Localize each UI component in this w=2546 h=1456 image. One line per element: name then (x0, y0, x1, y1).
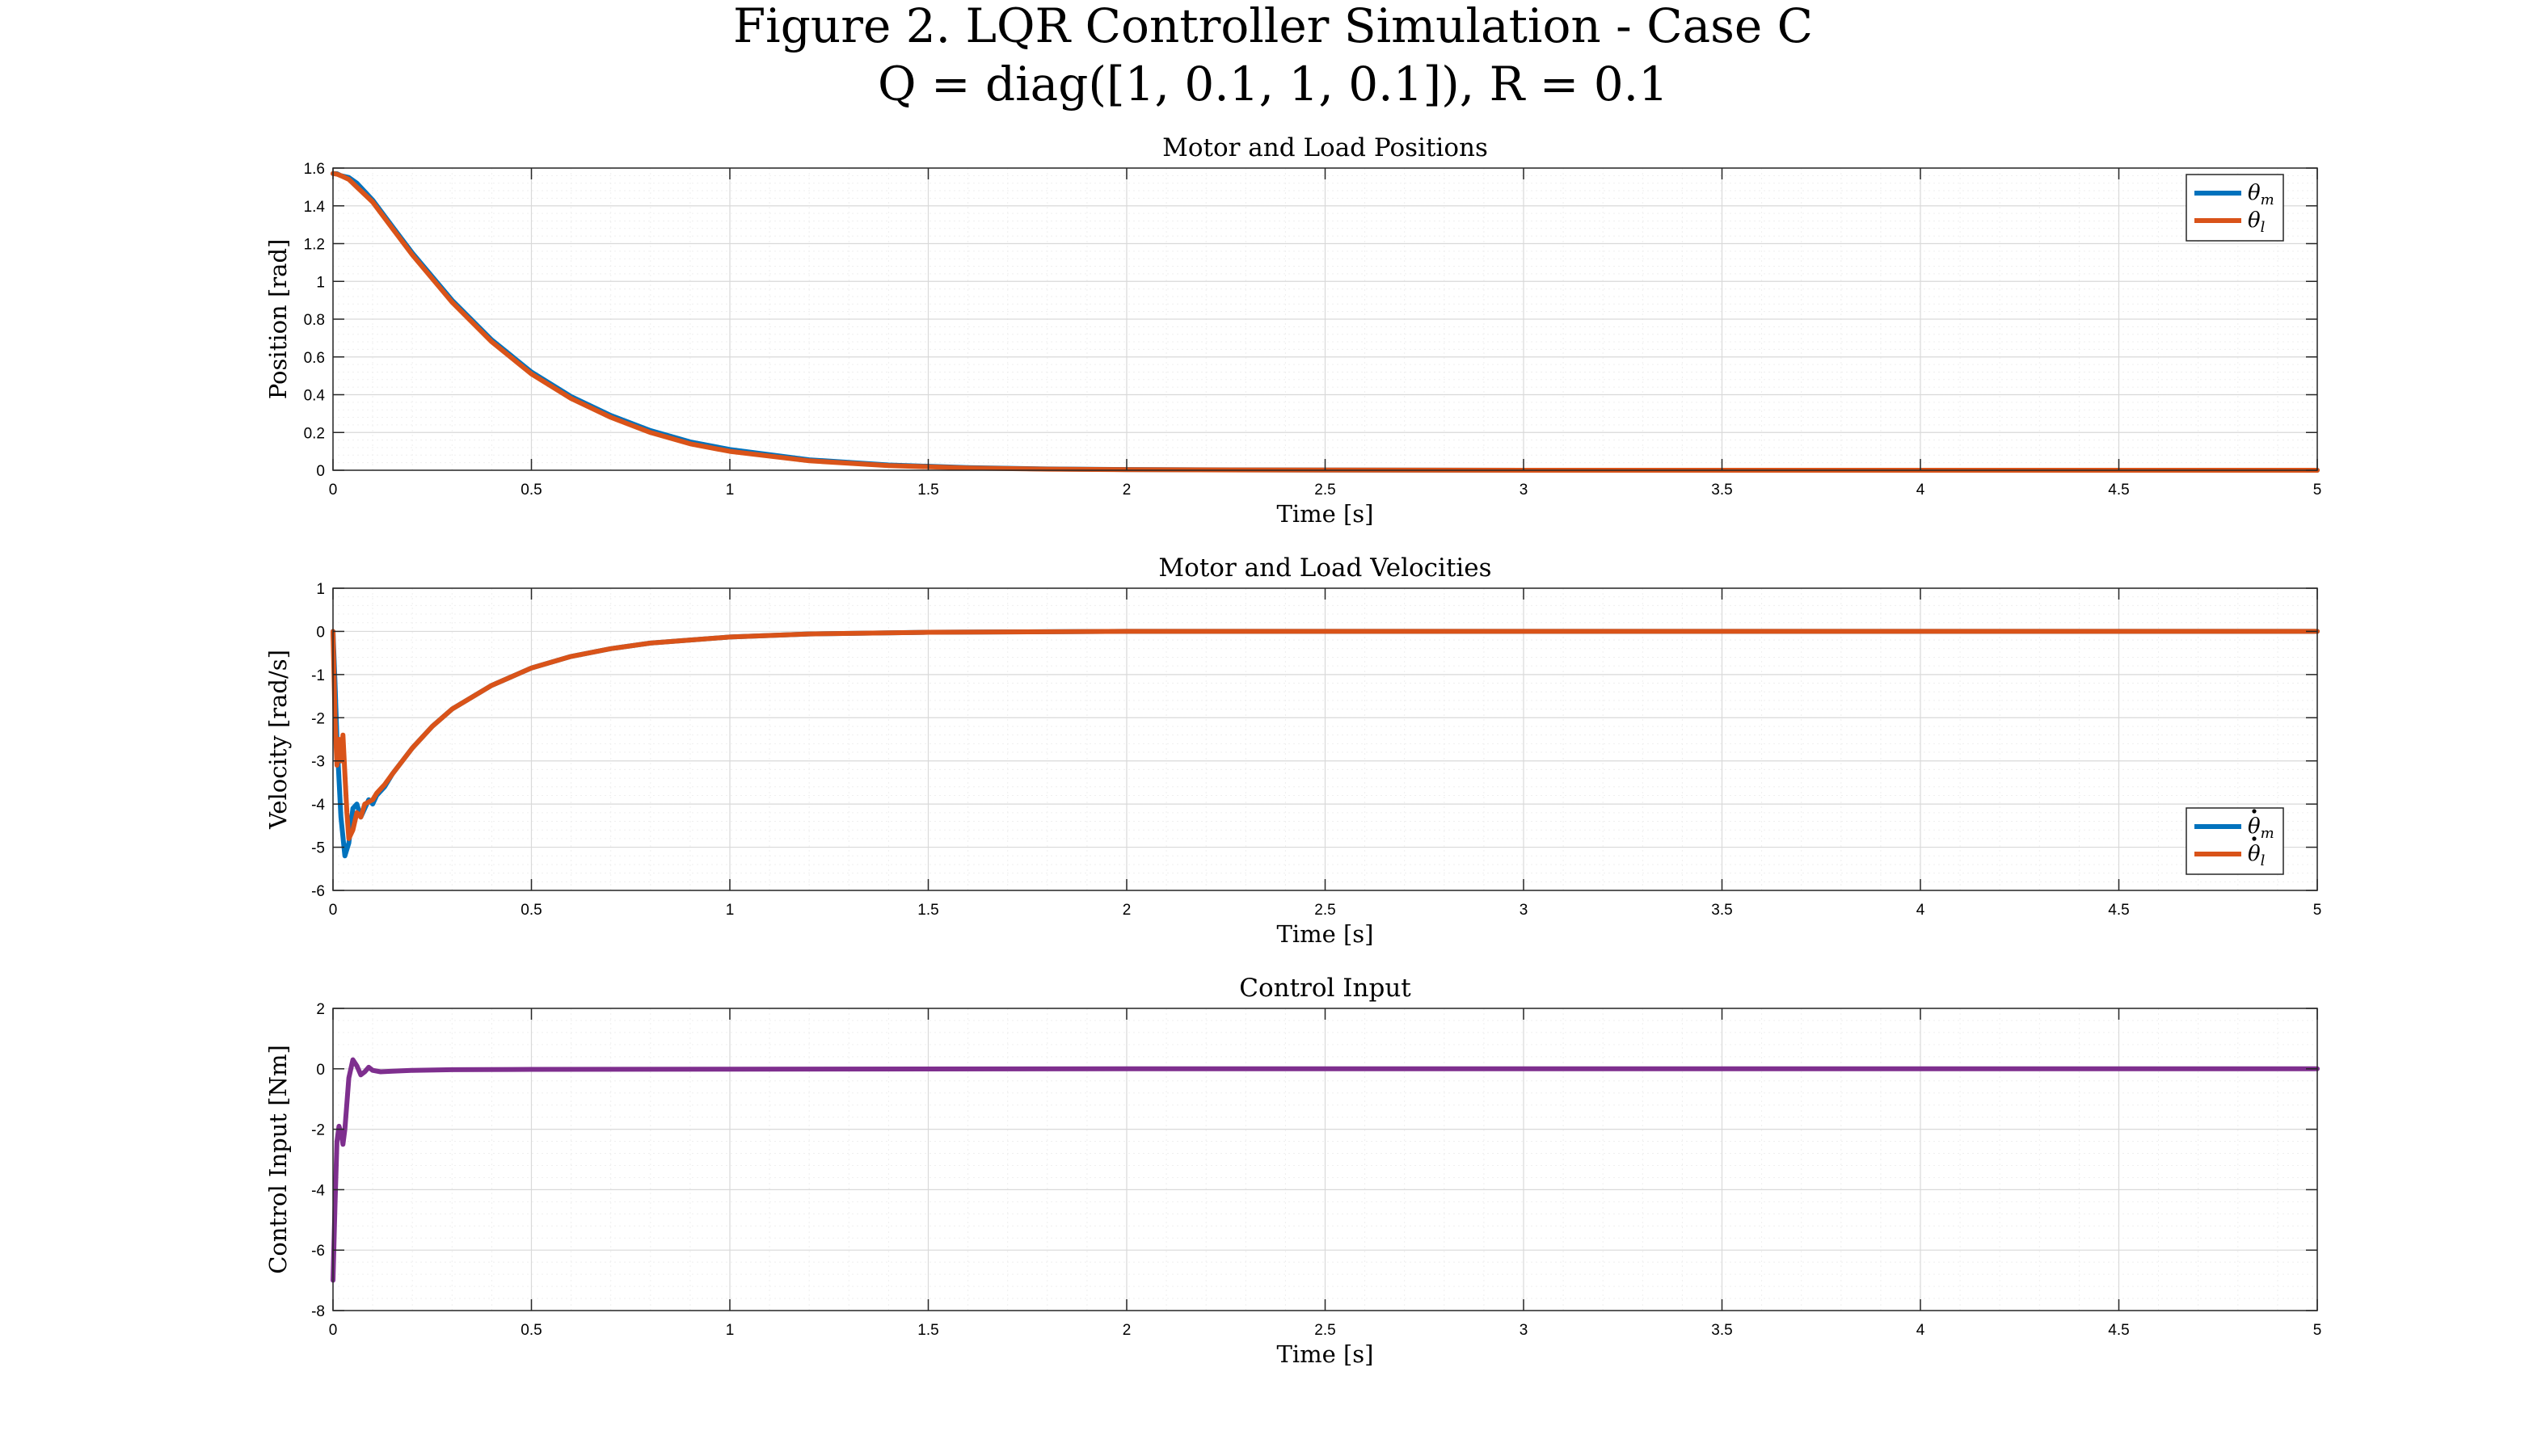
y-tick-label: -4 (311, 797, 325, 814)
x-tick-label: 2.5 (1314, 902, 1335, 919)
y-tick-label: 1 (316, 581, 325, 598)
x-tick-label: 1.5 (917, 1322, 938, 1339)
x-tick-label: 4.5 (2108, 1322, 2129, 1339)
major-grid (332, 1008, 2318, 1311)
figure-title-line2: Q = diag([1, 0.1, 1, 0.1]), R = 0.1 (878, 57, 1668, 112)
y-tick-label: -2 (311, 710, 325, 727)
y-tick-label: -8 (311, 1303, 325, 1320)
subplot-3: 0 0.5 1 1.5 2 2.5 3 3.5 4 4.5 5 -8 -6 -4 -2 0 2 Control I… (264, 974, 2321, 1368)
x-tick-label: 4 (1916, 482, 1925, 499)
minor-grid (333, 1008, 2317, 1311)
x-tick-label: 0 (329, 482, 338, 499)
y-tick-label: 1.2 (304, 237, 325, 254)
x-tick-label: 4 (1916, 1322, 1925, 1339)
x-tick-label: 5 (2313, 1322, 2322, 1339)
x-tick-label: 3.5 (1711, 1322, 1732, 1339)
legend-entry-2: θl (2248, 208, 2266, 236)
y-tick-label: 2 (316, 1001, 325, 1018)
x-tick-label: 5 (2313, 482, 2322, 499)
x-tick-label: 0 (329, 902, 338, 919)
y-tick-label: -6 (311, 1243, 325, 1260)
x-tick-label: 1 (726, 482, 735, 499)
x-tick-label: 2 (1123, 902, 1132, 919)
x-tick-label: 3.5 (1711, 482, 1732, 499)
y-tick-label: 1.6 (304, 161, 325, 178)
x-tick-label: 4.5 (2108, 902, 2129, 919)
minor-grid (333, 588, 2317, 890)
x-tick-label: 2.5 (1314, 482, 1335, 499)
x-tick-label: 1 (726, 902, 735, 919)
x-tick-label: 0.5 (521, 482, 542, 499)
y-tick-label: -1 (311, 667, 325, 684)
subplot-title: Motor and Load Velocities (1158, 553, 1491, 583)
series-line-1 (331, 1057, 2320, 1283)
x-tick-label: 2.5 (1314, 1322, 1335, 1339)
x-tick-label: 1.5 (917, 902, 938, 919)
subplot-title: Control Input (1239, 974, 1411, 1003)
x-tick-label: 3.5 (1711, 902, 1732, 919)
x-tick-label: 0.5 (521, 902, 542, 919)
y-tick-label: -2 (311, 1122, 325, 1139)
y-tick-label: 1.4 (304, 199, 326, 216)
x-tick-label: 4.5 (2108, 482, 2129, 499)
y-tick-label: 0.6 (304, 350, 325, 367)
x-tick-label: 2 (1123, 482, 1132, 499)
y-axis-label: Velocity [rad/s] (264, 650, 292, 830)
legend-box (2186, 807, 2284, 875)
x-tick-label: 3 (1520, 1322, 1528, 1339)
subplot-title: Motor and Load Positions (1162, 133, 1488, 162)
x-tick-label: 3 (1520, 482, 1528, 499)
y-tick-label: -6 (311, 883, 325, 900)
y-tick-label: 0.2 (304, 425, 325, 442)
y-axis-label: Position [rad] (264, 239, 292, 400)
y-tick-label: 0 (316, 463, 325, 480)
figure-title-line1: Figure 2. LQR Controller Simulation - Ca… (733, 0, 1813, 53)
x-tick-label: 0 (329, 1322, 338, 1339)
x-tick-label: 4 (1916, 902, 1925, 919)
legend-entry-2: θl (2248, 842, 2266, 869)
y-tick-label: -5 (311, 840, 325, 857)
legend-entry-1: θm (2248, 814, 2274, 842)
x-tick-label: 1 (726, 1322, 735, 1339)
x-tick-label: 1.5 (917, 482, 938, 499)
subplot-2: 0 0.5 1 1.5 2 2.5 3 3.5 4 4.5 5 -6 -5 -4 -3 -2 -1 0 1 Motor… (264, 553, 2321, 948)
legend-box (2186, 174, 2284, 242)
y-tick-label: 1 (316, 274, 325, 291)
subplot-1: 0 0.5 1 1.5 2 2.5 3 3.5 4 4.5 5 0 0.2 0.4 0.6 0.8 1 1.2 1.… (264, 133, 2321, 528)
y-tick-label: 0 (316, 1062, 325, 1079)
derivative-dot (2252, 836, 2257, 841)
x-tick-label: 0.5 (521, 1322, 542, 1339)
derivative-dot (2252, 809, 2257, 814)
y-tick-label: 0.8 (304, 312, 325, 329)
legend-entry-1: θm (2248, 181, 2274, 208)
y-tick-label: -3 (311, 754, 325, 771)
x-tick-label: 3 (1520, 902, 1528, 919)
x-tick-label: 5 (2313, 902, 2322, 919)
x-axis-label: Time [s] (1276, 920, 1373, 948)
x-axis-label: Time [s] (1276, 1340, 1373, 1368)
y-axis-label: Control Input [Nm] (264, 1045, 292, 1274)
y-tick-label: -4 (311, 1182, 325, 1199)
subplots-container: 0 0.5 1 1.5 2 2.5 3 3.5 4 4.5 5 0 0.2 0.4 0.6 0.8 1 1.2 1.… (264, 133, 2321, 1368)
y-tick-label: 0.4 (304, 388, 326, 405)
x-axis-label: Time [s] (1276, 500, 1373, 528)
y-tick-label: 0 (316, 624, 325, 641)
x-tick-label: 2 (1123, 1322, 1132, 1339)
